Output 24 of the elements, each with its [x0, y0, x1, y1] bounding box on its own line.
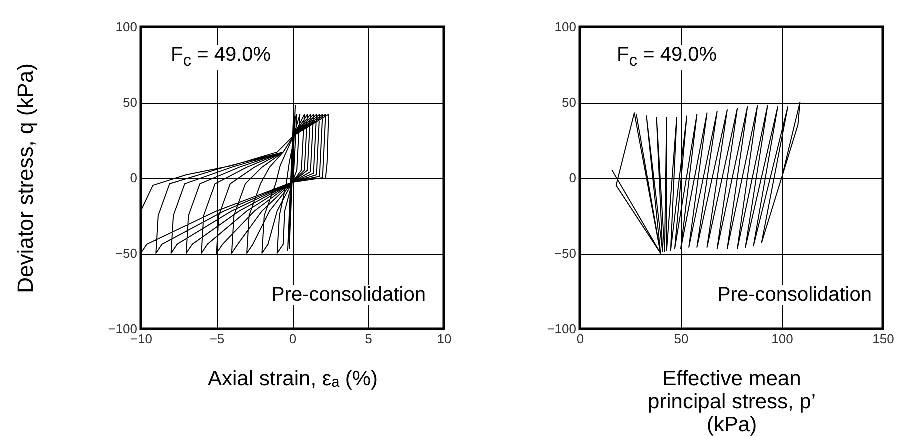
- y-tick-label: 50: [562, 95, 576, 110]
- annotation: F$_{c}$ = 49.0%: [617, 44, 718, 70]
- y-tick-label: 0: [130, 170, 138, 186]
- y-tick-label: 50: [123, 95, 138, 110]
- x-axis-title: Effective mean principal stress, p’ (kPa): [648, 368, 816, 436]
- y-tick-label: −100: [108, 322, 138, 336]
- y-tick-label: 100: [116, 20, 138, 34]
- annotation: Pre-consolidation: [717, 284, 872, 306]
- x-axis-title: Axial strain, εₐ (%): [208, 368, 378, 390]
- y-tick-label: 100: [554, 20, 576, 34]
- annotation: Pre-consolidation: [271, 284, 426, 306]
- x-tick-label: 10: [437, 332, 452, 346]
- y-tick-label: −50: [115, 246, 138, 261]
- x-tick-label: 150: [872, 332, 894, 346]
- x-tick-label: 50: [674, 332, 689, 346]
- annotation: F$_{c}$ = 49.0%: [171, 44, 272, 70]
- x-tick-label: 0: [289, 332, 297, 346]
- y-tick-label: 0: [569, 170, 576, 186]
- y-tick-label: −100: [547, 322, 576, 336]
- x-tick-label: 5: [365, 332, 372, 346]
- y-axis-title: Deviator stress, q (kPa): [13, 64, 38, 294]
- x-tick-label: 100: [772, 332, 794, 346]
- y-tick-label: −50: [554, 246, 576, 261]
- x-tick-label: −5: [210, 332, 225, 346]
